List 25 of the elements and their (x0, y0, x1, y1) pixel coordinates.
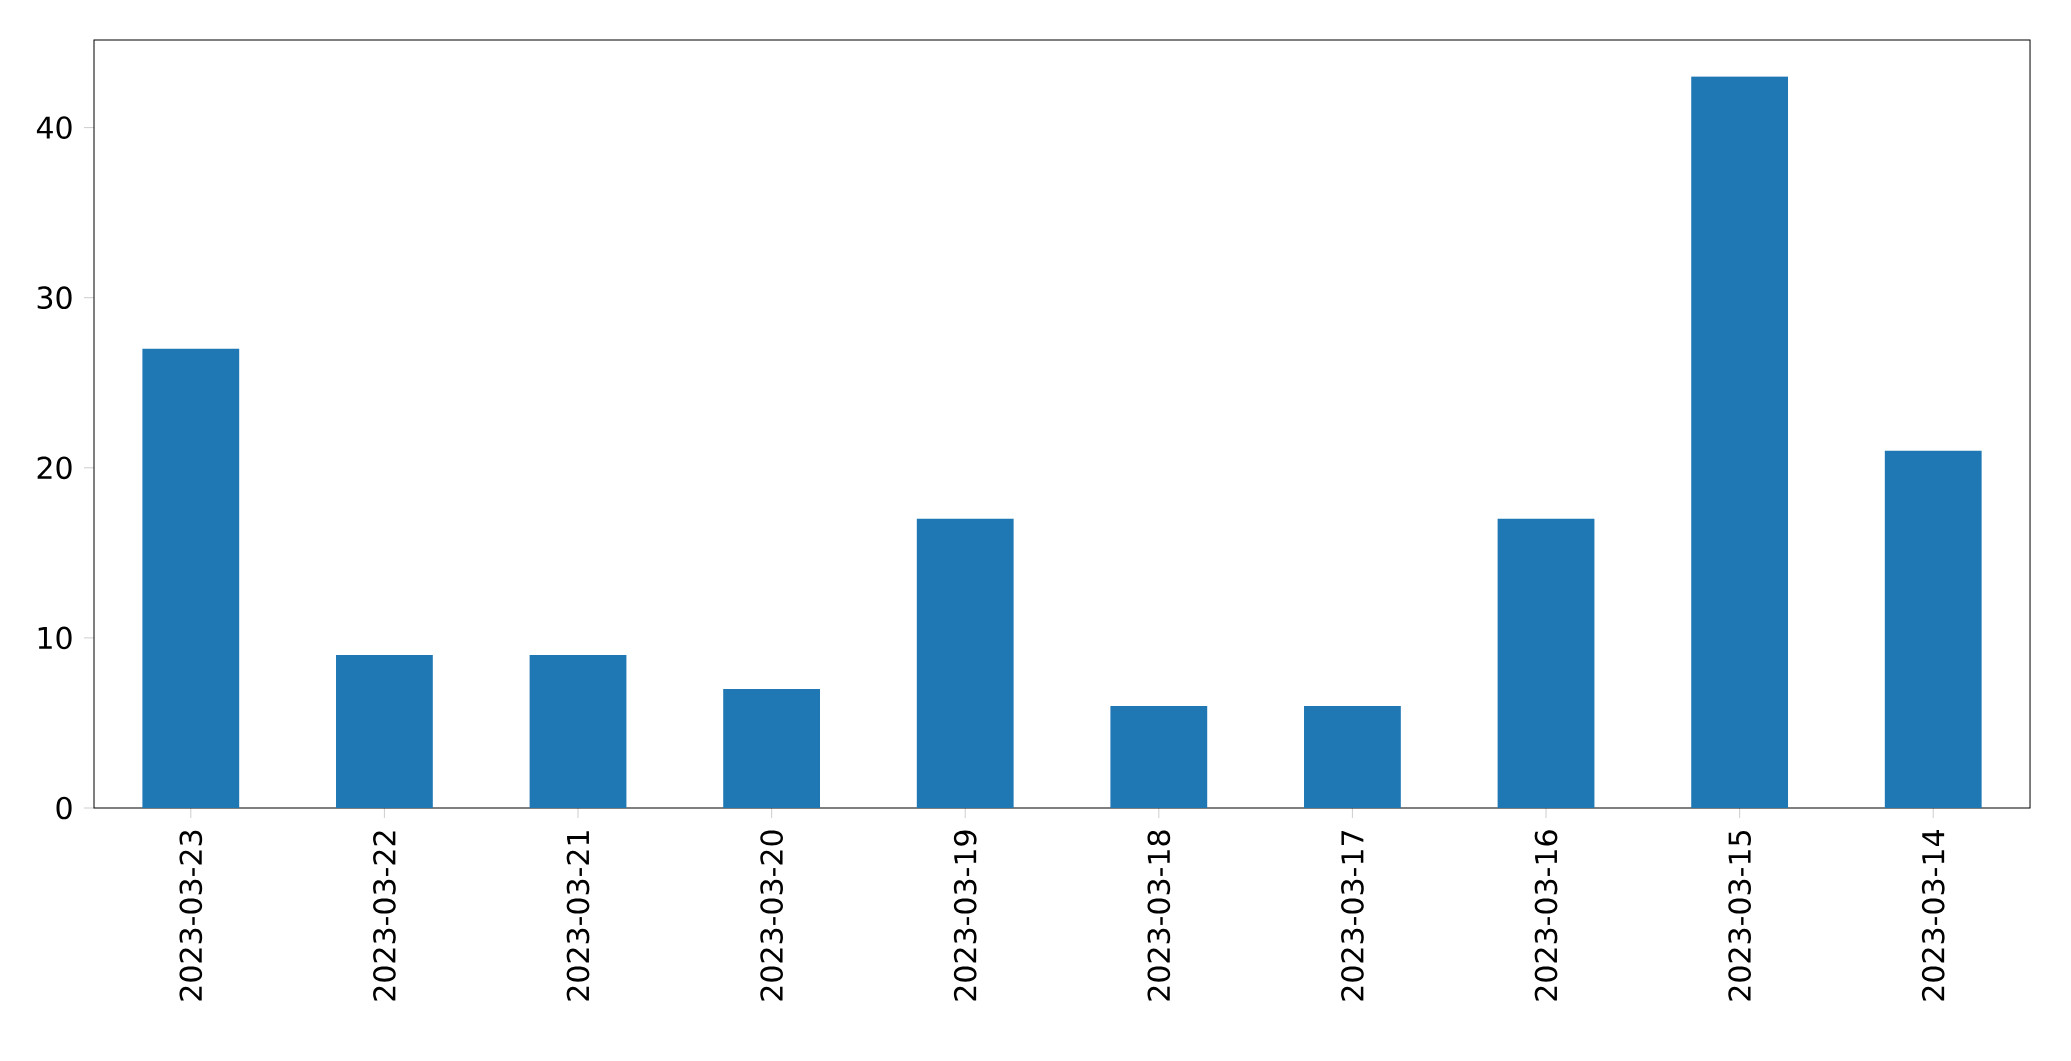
x-tick-label: 2023-03-17 (1341, 831, 1364, 1001)
bar (1691, 76, 1789, 808)
x-tick-label: 2023-03-21 (566, 831, 590, 1001)
bar (529, 654, 627, 808)
y-tick-label: 20 (37, 456, 72, 480)
x-tick-label: 2023-03-18 (1147, 830, 1171, 1001)
bar (1497, 518, 1595, 808)
bar (1304, 705, 1401, 808)
x-tick-label: 2023-03-15 (1728, 831, 1751, 1001)
y-tick-label: 40 (36, 116, 72, 139)
y-tick-label: 0 (56, 796, 72, 820)
bar (723, 688, 821, 808)
x-tick-label: 2023-03-22 (373, 831, 396, 1001)
bar (1110, 705, 1208, 808)
x-tick-label: 2023-03-19 (953, 830, 977, 1001)
bar (1884, 450, 1982, 808)
x-tick-label: 2023-03-23 (179, 830, 203, 1001)
x-tick-label: 2023-03-16 (1534, 830, 1558, 1001)
bar (916, 518, 1014, 808)
y-tick-label: 30 (37, 286, 72, 310)
bar (142, 348, 240, 808)
bar (336, 654, 433, 808)
x-tick-label: 2023-03-14 (1921, 830, 1945, 1001)
x-tick-label: 2023-03-20 (760, 830, 783, 1001)
y-tick-label: 10 (38, 626, 72, 650)
